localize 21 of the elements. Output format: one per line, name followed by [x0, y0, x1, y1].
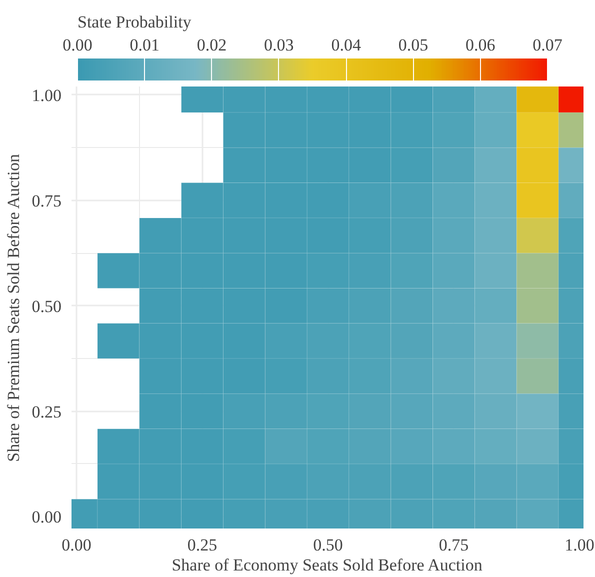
color-bar-label: 0.07: [532, 36, 563, 54]
color-bar-label: 0.05: [398, 36, 428, 54]
y-tick-label: 0.25: [32, 402, 62, 422]
y-axis-title: Share of Premium Seats Sold Before Auction: [4, 154, 23, 462]
x-axis-title: Share of Economy Seats Sold Before Auction: [172, 556, 483, 574]
x-tick-label: 1.00: [564, 536, 594, 554]
color-bar-label: 0.00: [62, 36, 92, 54]
color-bar-label: 0.06: [465, 36, 496, 54]
color-bar-label: 0.04: [331, 36, 362, 54]
color-bar-title: State Probability: [78, 12, 192, 32]
x-tick-label: 0.50: [313, 536, 343, 554]
color-bar-label: 0.02: [196, 36, 227, 54]
y-tick-label: 0.50: [32, 296, 62, 316]
x-tick-label: 0.25: [187, 536, 218, 554]
color-bar-label: 0.01: [130, 36, 160, 54]
y-tick-label: 0.75: [32, 191, 62, 210]
color-bar-label: 0.03: [264, 36, 294, 54]
x-tick-label: 0.00: [62, 536, 92, 554]
y-tick-label: 1.00: [32, 86, 62, 105]
x-tick-label: 0.75: [438, 536, 469, 554]
y-tick-label: 0.00: [32, 508, 62, 527]
